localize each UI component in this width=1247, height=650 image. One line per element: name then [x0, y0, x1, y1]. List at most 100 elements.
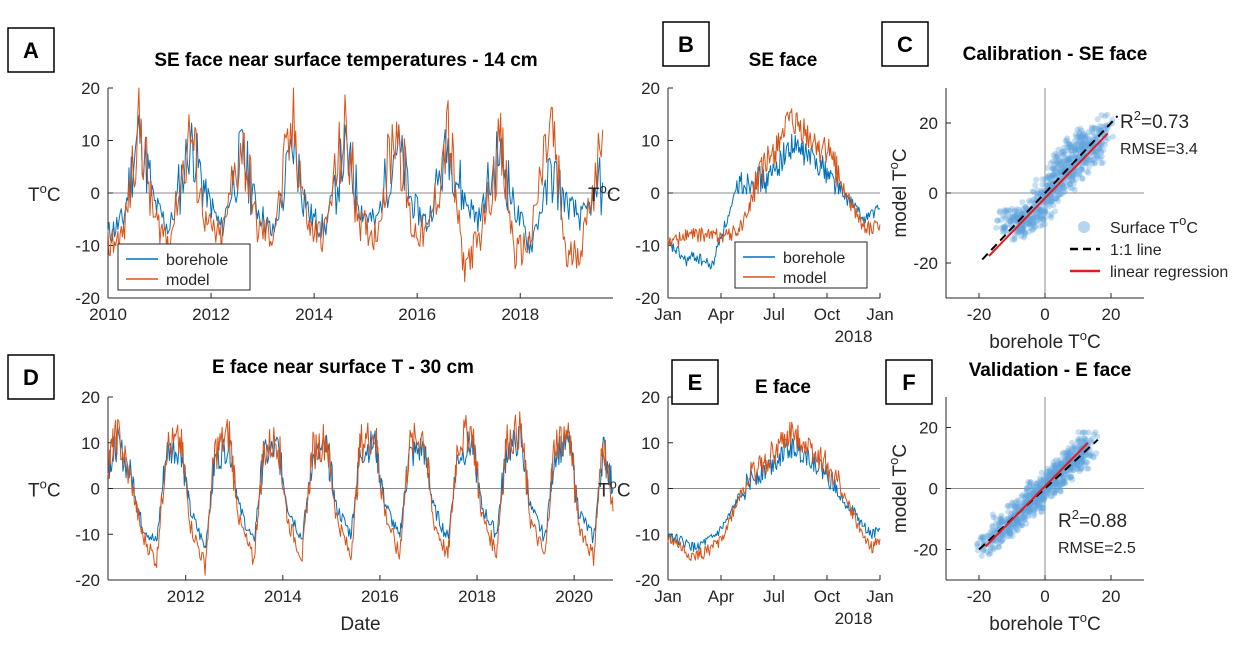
scatter-point — [1027, 199, 1034, 206]
scatter-point — [1061, 474, 1068, 481]
scatter-point — [999, 517, 1006, 524]
scatter-point — [1052, 166, 1059, 173]
scatter-point — [1097, 155, 1104, 162]
scatter-point — [1014, 503, 1020, 510]
scatter-point — [1035, 210, 1042, 217]
scatter-point — [1080, 458, 1087, 465]
scatter-point — [1001, 207, 1008, 214]
scatter-point — [1066, 175, 1073, 182]
scatter-point — [1079, 456, 1086, 463]
scatter-point — [1018, 225, 1025, 232]
scatter-point — [1023, 520, 1030, 527]
scatter-point — [1023, 484, 1030, 491]
scatter-point — [1059, 182, 1066, 189]
scatter-point — [1050, 165, 1057, 172]
scatter-point — [1057, 191, 1064, 198]
scatter-point — [1060, 152, 1067, 159]
scatter-point — [1033, 218, 1040, 225]
scatter-point — [980, 546, 987, 553]
scatter-point — [1033, 213, 1040, 220]
y-axis-label: ToC — [28, 181, 61, 206]
scatter-point — [1007, 528, 1014, 535]
scatter-point — [1058, 477, 1065, 484]
scatter-point — [1086, 138, 1092, 145]
scatter-point — [1055, 156, 1062, 163]
scatter-point — [1032, 223, 1038, 230]
scatter-point — [1035, 495, 1042, 502]
scatter-point — [1004, 528, 1011, 535]
scatter-point — [1000, 532, 1007, 539]
scatter-point — [1055, 198, 1061, 204]
scatter-point — [1010, 520, 1017, 527]
scatter-point — [1092, 159, 1098, 166]
scatter-point — [1060, 152, 1067, 158]
scatter-point — [1010, 509, 1017, 516]
scatter-point — [1071, 147, 1078, 154]
scatter-point — [998, 532, 1005, 539]
scatter-point — [1076, 147, 1083, 154]
scatter-point — [994, 217, 1001, 224]
scatter-point — [1076, 468, 1083, 475]
scatter-point — [1081, 438, 1088, 445]
scatter-point — [1067, 184, 1074, 191]
legend-label-model: model — [166, 272, 210, 289]
scatter-point — [1011, 528, 1018, 535]
scatter-point — [1001, 224, 1008, 231]
scatter-point — [1038, 496, 1045, 503]
chart-title: Validation - E face — [969, 360, 1132, 381]
scatter-point — [1060, 449, 1067, 456]
scatter-point — [1046, 486, 1053, 493]
scatter-point — [984, 532, 991, 539]
scatter-point — [1016, 503, 1023, 510]
scatter-point — [1062, 471, 1068, 478]
scatter-point — [1100, 159, 1106, 166]
scatter-point — [998, 224, 1005, 231]
y-tick-label: 20 — [919, 419, 938, 438]
chart-title: SE face — [749, 50, 818, 71]
scatter-point — [1078, 460, 1085, 466]
panel-letter-box — [885, 359, 933, 405]
chart-title: E face near surface T - 30 cm — [212, 357, 474, 378]
chart-title: Calibration - SE face — [963, 44, 1148, 65]
scatter-point — [1011, 236, 1018, 243]
scatter-point — [1047, 175, 1053, 182]
scatter-point — [1061, 185, 1068, 192]
scatter-point — [1007, 503, 1014, 510]
scatter-point — [1037, 207, 1044, 214]
scatter-point — [1025, 513, 1032, 520]
scatter-point — [995, 522, 1002, 529]
scatter-point — [1039, 181, 1046, 188]
scatter-point — [1048, 172, 1055, 179]
scatter-point — [1029, 487, 1036, 494]
y-tick-label: 20 — [81, 79, 100, 98]
scatter-point — [1055, 192, 1062, 199]
scatter-point — [1092, 160, 1098, 167]
scatter-point — [974, 543, 981, 550]
scatter-point — [1018, 228, 1025, 235]
scatter-point — [1019, 513, 1026, 520]
scatter-point — [1025, 220, 1032, 227]
scatter-point — [1021, 493, 1028, 500]
scatter-point — [1043, 492, 1050, 499]
scatter-point — [1015, 500, 1022, 507]
scatter-point — [1024, 507, 1030, 514]
scatter-point — [1012, 522, 1019, 529]
series-borehole — [107, 426, 614, 549]
scatter-point — [1036, 475, 1043, 482]
scatter-point — [1069, 476, 1076, 483]
x-tick-label: Apr — [708, 587, 735, 606]
scatter-point — [1037, 206, 1044, 213]
scatter-point — [1035, 497, 1042, 504]
panel-letter: B — [678, 32, 694, 57]
scatter-point — [1026, 483, 1033, 490]
scatter-point — [993, 527, 1000, 534]
scatter-point — [1071, 186, 1078, 193]
scatter-point — [1051, 488, 1058, 495]
scatter-point — [1040, 492, 1047, 499]
scatter-point — [1026, 493, 1033, 500]
scatter-point — [1014, 211, 1021, 218]
scatter-point — [1004, 221, 1010, 228]
scatter-point — [1072, 168, 1079, 175]
scatter-point — [1091, 156, 1098, 163]
scatter-point — [1024, 493, 1031, 500]
